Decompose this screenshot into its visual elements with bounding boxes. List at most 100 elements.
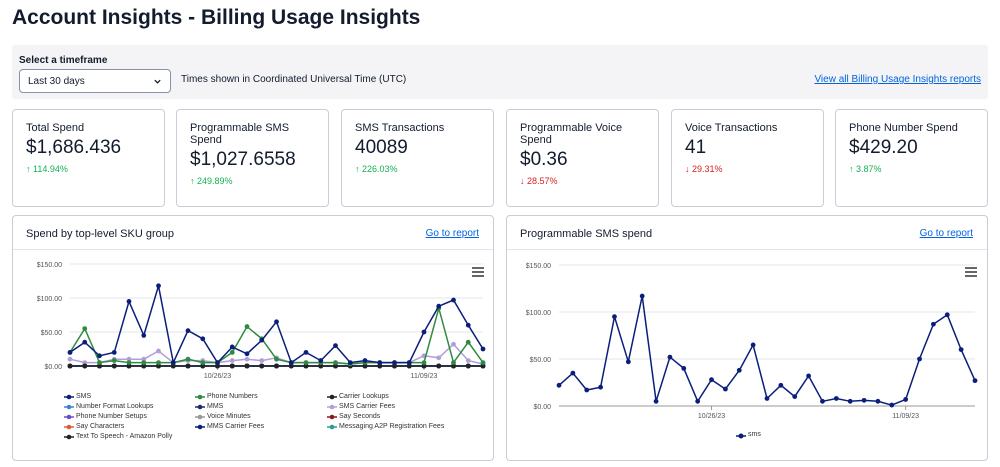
data-point[interactable]: [480, 360, 486, 365]
data-point[interactable]: [465, 363, 471, 369]
data-point[interactable]: [111, 363, 117, 369]
chart-legend-item[interactable]: Messaging A2P Registration Fees: [327, 422, 444, 432]
data-point[interactable]: [639, 293, 645, 299]
data-point[interactable]: [347, 360, 353, 365]
data-point[interactable]: [421, 329, 427, 335]
data-point[interactable]: [944, 312, 950, 318]
data-point[interactable]: [875, 398, 881, 404]
data-point[interactable]: [820, 398, 825, 404]
data-point[interactable]: [141, 360, 147, 365]
data-point[interactable]: [274, 319, 279, 325]
data-point[interactable]: [259, 358, 265, 363]
chart-legend-item[interactable]: sms: [736, 431, 761, 439]
chart-legend-item[interactable]: Phone Numbers: [195, 392, 258, 402]
data-point[interactable]: [259, 337, 265, 343]
data-point[interactable]: [667, 354, 673, 360]
data-point[interactable]: [303, 360, 309, 365]
data-point[interactable]: [200, 336, 206, 342]
data-point[interactable]: [598, 384, 603, 390]
data-point[interactable]: [97, 363, 102, 369]
data-point[interactable]: [170, 360, 176, 365]
data-point[interactable]: [126, 363, 132, 369]
chart-legend-item[interactable]: Text To Speech - Amazon Polly: [64, 432, 172, 442]
data-point[interactable]: [764, 396, 770, 401]
chart-legend-item[interactable]: Number Format Lookups: [64, 402, 153, 412]
data-point[interactable]: [156, 363, 161, 369]
data-point[interactable]: [723, 386, 728, 392]
data-point[interactable]: [200, 360, 206, 365]
data-point[interactable]: [274, 356, 279, 362]
chart-legend-item[interactable]: Say Characters: [64, 422, 124, 432]
data-point[interactable]: [465, 322, 471, 328]
data-point[interactable]: [111, 358, 117, 363]
data-point[interactable]: [170, 363, 176, 369]
chart-menu-icon[interactable]: [472, 267, 484, 277]
data-point[interactable]: [244, 363, 250, 369]
data-point[interactable]: [126, 360, 132, 365]
data-point[interactable]: [303, 350, 309, 355]
data-point[interactable]: [931, 321, 936, 327]
data-point[interactable]: [451, 297, 456, 303]
data-point[interactable]: [612, 314, 617, 320]
data-point[interactable]: [972, 378, 978, 384]
data-point[interactable]: [97, 353, 102, 359]
timeframe-select[interactable]: Last 30 days: [19, 69, 171, 93]
data-point[interactable]: [67, 350, 73, 355]
data-point[interactable]: [736, 367, 742, 373]
data-point[interactable]: [229, 350, 235, 355]
go-to-report-link[interactable]: Go to report: [425, 228, 479, 239]
chart-legend-item[interactable]: MMS Carrier Fees: [195, 422, 264, 432]
data-point[interactable]: [709, 377, 714, 383]
data-point[interactable]: [185, 356, 191, 362]
data-point[interactable]: [185, 363, 191, 369]
data-point[interactable]: [421, 363, 427, 369]
data-point[interactable]: [141, 356, 147, 362]
data-point[interactable]: [917, 356, 922, 362]
data-point[interactable]: [695, 398, 701, 404]
data-point[interactable]: [126, 299, 132, 304]
data-point[interactable]: [111, 350, 117, 355]
data-point[interactable]: [806, 373, 811, 379]
data-point[interactable]: [215, 360, 220, 365]
data-point[interactable]: [82, 363, 88, 369]
data-point[interactable]: [229, 344, 235, 350]
data-point[interactable]: [480, 346, 486, 352]
go-to-report-link[interactable]: Go to report: [919, 228, 973, 239]
data-point[interactable]: [274, 363, 279, 369]
data-point[interactable]: [778, 382, 784, 388]
data-point[interactable]: [406, 360, 412, 365]
data-point[interactable]: [141, 363, 147, 369]
data-point[interactable]: [958, 347, 964, 352]
data-point[interactable]: [451, 341, 456, 347]
data-point[interactable]: [362, 358, 368, 363]
data-point[interactable]: [465, 358, 471, 363]
data-point[interactable]: [570, 370, 576, 376]
data-point[interactable]: [67, 363, 73, 369]
data-point[interactable]: [750, 342, 756, 348]
data-point[interactable]: [82, 339, 88, 345]
data-point[interactable]: [392, 363, 397, 369]
data-point[interactable]: [259, 363, 265, 369]
data-point[interactable]: [421, 360, 427, 365]
data-point[interactable]: [244, 351, 250, 357]
data-point[interactable]: [362, 363, 368, 369]
data-point[interactable]: [436, 303, 442, 309]
chart-legend-item[interactable]: SMS: [64, 392, 91, 402]
data-point[interactable]: [244, 356, 250, 362]
data-point[interactable]: [465, 339, 471, 345]
chart-legend-item[interactable]: Phone Number Setups: [64, 412, 147, 422]
data-point[interactable]: [229, 358, 235, 363]
data-point[interactable]: [436, 355, 442, 361]
data-point[interactable]: [861, 397, 867, 403]
data-point[interactable]: [377, 363, 383, 369]
data-point[interactable]: [333, 343, 338, 348]
data-point[interactable]: [903, 397, 909, 402]
data-point[interactable]: [200, 363, 206, 369]
chart-legend-item[interactable]: SMS Carrier Fees: [327, 402, 395, 412]
data-point[interactable]: [377, 360, 383, 365]
chart-legend-item[interactable]: MMS: [195, 402, 223, 412]
data-point[interactable]: [82, 326, 88, 331]
data-point[interactable]: [97, 360, 102, 365]
data-point[interactable]: [584, 387, 590, 393]
data-point[interactable]: [82, 360, 88, 365]
